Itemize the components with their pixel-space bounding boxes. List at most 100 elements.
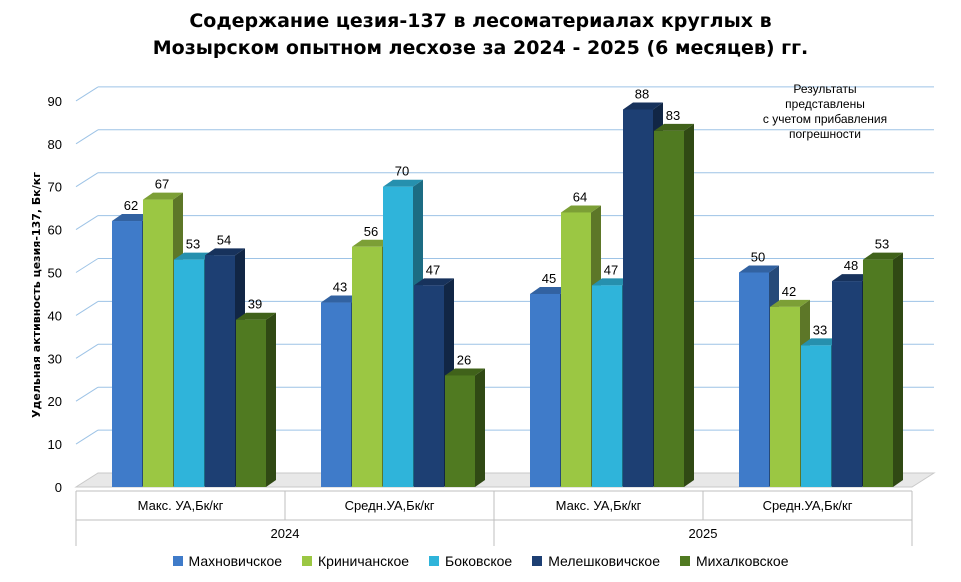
bar-top	[623, 102, 663, 110]
bar	[112, 221, 142, 487]
bar-top	[445, 368, 485, 376]
bar	[592, 285, 622, 487]
bar-value-label: 26	[457, 352, 471, 367]
bar-top	[383, 179, 423, 187]
chart-title: Содержание цезия-137 в лесоматериалах кр…	[0, 8, 961, 62]
bar-top	[770, 299, 810, 307]
bar	[143, 199, 173, 487]
bar-top	[561, 205, 601, 213]
gridline-depth	[75, 258, 99, 273]
bar-value-label: 54	[217, 232, 231, 247]
y-tick-label: 40	[48, 308, 62, 323]
bar	[205, 255, 235, 487]
bar	[352, 246, 382, 487]
annotation-line: представлены	[785, 97, 865, 111]
bar-top	[530, 286, 570, 294]
bar-value-label: 42	[782, 284, 796, 299]
gridline-depth	[75, 386, 99, 402]
bar-top	[321, 295, 361, 303]
legend-item: Мелешковичское	[532, 553, 660, 569]
y-axis-label: Удельная активность цезия-137, Бк/кг	[30, 172, 43, 418]
bar	[561, 212, 591, 487]
y-tick-label: 60	[48, 223, 62, 238]
bar-value-label: 43	[333, 280, 347, 295]
bar-value-label: 53	[875, 237, 889, 252]
bar	[174, 259, 204, 487]
bar	[863, 259, 893, 487]
y-tick-label: 0	[55, 480, 62, 495]
bar-value-label: 48	[844, 258, 858, 273]
bar-top	[352, 239, 392, 247]
annotation-line: погрешности	[788, 127, 862, 141]
y-tick-label: 10	[48, 437, 62, 452]
bar-value-label: 47	[604, 262, 618, 277]
bar-top	[592, 278, 632, 286]
bar-top	[654, 123, 694, 131]
bar	[739, 272, 769, 487]
gridline-depth	[75, 343, 99, 359]
bar-top	[863, 252, 903, 260]
legend-swatch	[532, 556, 543, 566]
bar-side	[684, 123, 694, 488]
y-tick-label: 90	[48, 94, 62, 109]
bar-top	[414, 278, 454, 286]
bar-value-label: 88	[635, 86, 649, 101]
chart-legend: Махновичское Криничанское Боковское Меле…	[0, 553, 961, 569]
bar-value-label: 67	[155, 177, 169, 192]
y-tick-label: 50	[48, 266, 62, 281]
x-tick-label: Средн.УА,Бк/кг	[763, 498, 853, 513]
x-tick-label: Средн.УА,Бк/кг	[345, 498, 435, 513]
bar-top	[801, 338, 841, 346]
bar-value-label: 83	[666, 108, 680, 123]
legend-label: Махновичское	[188, 553, 283, 569]
annotation-line: с учетом прибавления	[762, 112, 888, 126]
bar-value-label: 70	[395, 164, 409, 179]
gridline-depth	[75, 429, 99, 445]
legend-item: Криничанское	[302, 553, 409, 569]
bar	[801, 345, 831, 487]
legend-swatch	[172, 556, 183, 566]
legend-swatch	[429, 556, 440, 566]
legend-label: Криничанское	[318, 553, 410, 569]
gridline-depth	[75, 300, 99, 316]
bar-top	[236, 312, 276, 320]
bar-side	[266, 312, 276, 487]
annotation-line: Результаты	[793, 82, 857, 96]
gridline-depth	[75, 172, 99, 188]
bar-top	[832, 274, 872, 282]
bar	[383, 186, 413, 487]
bar	[530, 293, 560, 487]
bar	[414, 285, 444, 487]
legend-swatch	[680, 556, 691, 566]
bar-top	[739, 265, 779, 273]
bar	[623, 109, 653, 487]
y-tick-label: 20	[48, 394, 62, 409]
chart-title-line-1: Содержание цезия-137 в лесоматериалах кр…	[189, 10, 772, 32]
x-group-label: 2025	[689, 526, 718, 541]
bar-side	[475, 368, 485, 487]
bar-value-label: 47	[426, 262, 440, 277]
bar	[832, 281, 862, 487]
x-group-label: 2024	[271, 526, 300, 541]
bar-top	[174, 252, 214, 260]
x-tick-label: Макс. УА,Бк/кг	[138, 498, 224, 513]
gridline-depth	[75, 215, 99, 231]
chart-annotation: Результаты представлены с учетом прибавл…	[750, 82, 900, 142]
bar-value-label: 33	[813, 322, 827, 337]
bar	[236, 319, 266, 487]
bar-value-label: 64	[573, 189, 587, 204]
bar-value-label: 45	[542, 271, 556, 286]
bar	[321, 302, 351, 487]
bar-top	[205, 248, 245, 256]
bar	[770, 306, 800, 487]
bar-value-label: 53	[186, 237, 200, 252]
bar-top	[112, 214, 152, 222]
x-tick-label: Макс. УА,Бк/кг	[556, 498, 642, 513]
bar-value-label: 56	[364, 224, 378, 239]
legend-item: Боковское	[429, 553, 512, 569]
y-tick-label: 30	[48, 351, 62, 366]
bar-side	[893, 252, 903, 487]
bar-value-label: 39	[248, 297, 262, 312]
bar-top	[143, 192, 183, 200]
